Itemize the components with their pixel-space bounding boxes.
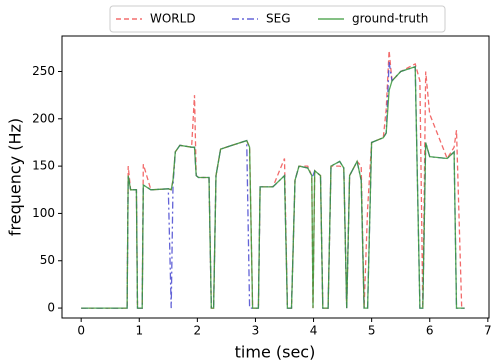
y-tick-label: 0	[47, 301, 55, 315]
y-axis-label: frequency (Hz)	[6, 118, 25, 236]
series-line	[81, 50, 465, 309]
x-tick-label: 1	[135, 324, 143, 338]
legend-label: ground-truth	[352, 12, 428, 26]
x-axis-label: time (sec)	[235, 343, 316, 362]
y-tick-label: 50	[40, 253, 55, 267]
y-tick-label: 200	[32, 111, 55, 125]
y-tick-label: 250	[32, 64, 55, 78]
x-tick-label: 4	[310, 324, 318, 338]
series-line	[81, 61, 465, 309]
x-tick-label: 7	[484, 324, 491, 338]
x-tick-label: 2	[194, 324, 202, 338]
y-tick-label: 150	[32, 159, 55, 173]
x-tick-label: 0	[77, 324, 85, 338]
y-tick-label: 100	[32, 206, 55, 220]
legend-label: WORLD	[150, 12, 196, 26]
x-tick-label: 6	[426, 324, 434, 338]
series-line	[81, 65, 465, 309]
plot-area	[81, 50, 465, 309]
x-tick-label: 5	[368, 324, 376, 338]
plot-frame	[61, 35, 490, 319]
legend-box	[109, 5, 446, 33]
x-tick-label: 3	[252, 324, 260, 338]
legend-label: SEG	[266, 12, 291, 26]
